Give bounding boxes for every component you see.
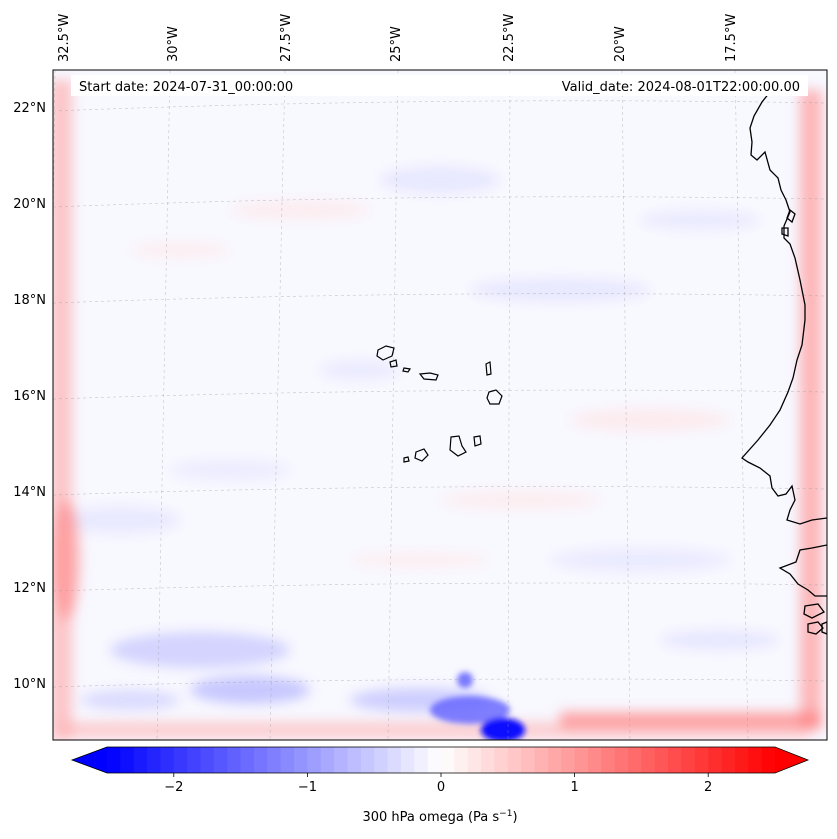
colorbar-tick-label: −2 (164, 780, 183, 795)
colorbar-tick-label: 2 (704, 780, 712, 795)
colorbar-segment (507, 747, 522, 773)
lon-label-22.5W: 22.5°W (502, 14, 517, 62)
lat-label-14N: 14°N (13, 485, 46, 500)
colorbar-segment (173, 747, 188, 773)
colorbar-extend-max (775, 747, 808, 773)
colorbar-segment (147, 747, 162, 773)
colorbar-tick-label: 0 (437, 780, 445, 795)
colorbar-segment (307, 747, 322, 773)
colorbar-segment (414, 747, 429, 773)
colorbar-ticks: −2 −1 0 1 2 (164, 773, 712, 795)
lat-label-10N: 10°N (13, 677, 46, 692)
colorbar-segment (654, 747, 669, 773)
colorbar-segment (267, 747, 282, 773)
lat-label-18N: 18°N (13, 293, 46, 308)
colorbar-outline (70, 746, 810, 774)
lat-label-16N: 16°N (13, 389, 46, 404)
colorbar-segment (400, 747, 415, 773)
colorbar-segment (200, 747, 215, 773)
colorbar-segment (534, 747, 549, 773)
colorbar-segment (614, 747, 629, 773)
colorbar-segment (547, 747, 562, 773)
colorbar-segment (360, 747, 375, 773)
graticule (53, 70, 827, 740)
longitude-labels: 32.5°W 30°W 27.5°W 25°W 22.5°W 20°W 17.5… (57, 14, 739, 62)
colorbar: −2 −1 0 1 2 300 hPa omega (Pa s−1) (70, 746, 810, 825)
colorbar-segment (387, 747, 402, 773)
colorbar-segment (574, 747, 589, 773)
colorbar-segments (72, 747, 808, 773)
map-panel: Start date: 2024-07-31_00:00:00 Valid_da… (52, 69, 828, 741)
colorbar-segment (441, 747, 455, 773)
colorbar-extend-min (72, 747, 107, 773)
latitude-labels: 22°N 20°N 18°N 16°N 14°N 12°N 10°N (13, 101, 46, 692)
colorbar-segment (494, 747, 509, 773)
colorbar-segment (120, 747, 135, 773)
colorbar-segment (107, 747, 121, 773)
colorbar-segment (133, 747, 148, 773)
colorbar-tick-label: −1 (298, 780, 317, 795)
colorbar-segment (280, 747, 295, 773)
map-frame (52, 69, 828, 741)
omega-field (53, 70, 827, 740)
african-coastline (741, 91, 827, 635)
colorbar-segment (374, 747, 389, 773)
cape-verde-islands (376, 345, 503, 463)
colorbar-segment (187, 747, 202, 773)
colorbar-segment (761, 747, 776, 773)
colorbar-segment (240, 747, 255, 773)
valid-date-label: Valid_date: 2024-08-01T22:00:00.00 (562, 80, 800, 95)
colorbar-segment (213, 747, 228, 773)
colorbar-tick-label: 1 (570, 780, 578, 795)
lon-label-27.5W: 27.5°W (279, 14, 294, 62)
colorbar-segment (521, 747, 536, 773)
colorbar-segment (160, 747, 175, 773)
colorbar-segment (561, 747, 576, 773)
colorbar-segment (334, 747, 349, 773)
colorbar-segment (628, 747, 642, 773)
colorbar-segment (227, 747, 242, 773)
colorbar-segment (454, 747, 469, 773)
colorbar-segment (587, 747, 602, 773)
colorbar-segment (320, 747, 335, 773)
colorbar-segment (748, 747, 763, 773)
start-date-label: Start date: 2024-07-31_00:00:00 (79, 80, 293, 95)
colorbar-segment (734, 747, 749, 773)
colorbar-segment (681, 747, 696, 773)
colorbar-segment (347, 747, 362, 773)
colorbar-segment (601, 747, 616, 773)
colorbar-segment (427, 747, 442, 773)
colorbar-segment (294, 747, 308, 773)
colorbar-segment (694, 747, 709, 773)
lon-label-25W: 25°W (389, 26, 404, 62)
colorbar-segment (467, 747, 482, 773)
colorbar-segment (708, 747, 723, 773)
colorbar-segment (668, 747, 683, 773)
lat-label-22N: 22°N (13, 101, 46, 116)
lat-label-12N: 12°N (13, 581, 46, 596)
lon-label-30W: 30°W (166, 26, 181, 62)
lon-label-32.5W: 32.5°W (57, 14, 72, 62)
title-band (71, 75, 808, 96)
colorbar-label: 300 hPa omega (Pa s−1) (362, 809, 517, 825)
colorbar-segment (721, 747, 736, 773)
colorbar-segment (253, 747, 268, 773)
lat-label-20N: 20°N (13, 197, 46, 212)
colorbar-segment (641, 747, 656, 773)
lon-label-17.5W: 17.5°W (724, 14, 739, 62)
colorbar-segment (481, 747, 496, 773)
lon-label-20W: 20°W (613, 26, 628, 62)
